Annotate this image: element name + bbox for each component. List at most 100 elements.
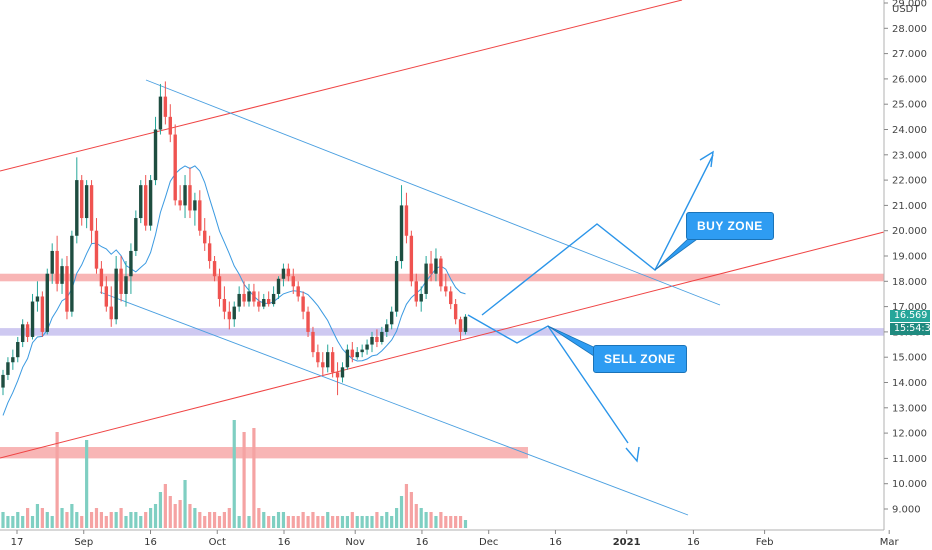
volume-bar: [85, 440, 89, 528]
candle-body: [394, 261, 399, 312]
candle-body: [163, 96, 168, 117]
volume-bar: [203, 516, 207, 528]
volume-bar: [414, 504, 418, 528]
candle-body: [463, 316, 468, 332]
candle-body: [45, 273, 49, 332]
volume-bar: [286, 516, 290, 528]
volume-bar: [1, 512, 5, 528]
volume-bar: [395, 508, 399, 528]
descending-upper-line: [145, 79, 721, 306]
price-tick-label: 20.000: [892, 226, 927, 237]
candle-body: [370, 336, 374, 345]
time-tick-label: Nov: [345, 537, 365, 548]
volume-bar: [276, 512, 281, 528]
candle-body: [89, 185, 94, 231]
candle-body: [380, 331, 384, 343]
volume-bar: [178, 500, 182, 528]
candle-body: [301, 296, 305, 312]
volume-bar: [104, 516, 108, 528]
candle-body: [276, 278, 281, 294]
candle-body: [262, 299, 266, 307]
buy-zone-label: BUY ZONE: [686, 212, 774, 240]
candle-body: [424, 263, 428, 294]
candle-body: [330, 352, 335, 373]
volume-bar: [247, 516, 251, 528]
candle-body: [345, 349, 350, 368]
volume-bar: [262, 512, 266, 528]
bullish-arrowhead: [699, 150, 714, 168]
candle-body: [419, 293, 423, 302]
candle-body: [183, 185, 187, 206]
candle-body: [439, 258, 443, 287]
volume-bar: [129, 512, 133, 528]
price-tick-label: 29.000: [892, 0, 927, 10]
volume-bar: [6, 516, 10, 528]
candle-body: [16, 342, 20, 358]
candle-body: [1, 374, 5, 388]
moving-average: [2, 165, 466, 416]
countdown-tag: 15:54:38: [890, 323, 932, 335]
bearish-arrowhead: [625, 446, 640, 463]
time-tick-label: Feb: [756, 537, 774, 548]
descending-lower-line: [99, 291, 689, 516]
volume-bar: [340, 516, 345, 528]
price-tick-label: 26.000: [892, 74, 927, 85]
volume-bar: [163, 484, 167, 528]
volume-bar: [370, 516, 374, 528]
price-tick-label: 17.000: [892, 302, 927, 313]
time-tick-label: Dec: [479, 537, 498, 548]
volume-bar: [183, 480, 187, 528]
volume-bar: [281, 512, 286, 528]
time-tick-label: Oct: [209, 537, 226, 548]
volume-bar: [144, 512, 148, 528]
volume-bar: [188, 504, 192, 528]
candle-body: [99, 268, 104, 287]
price-tick-label: 10.000: [892, 479, 927, 490]
time-tick-label: 2021: [613, 537, 641, 548]
candle-body: [257, 301, 261, 307]
price-tick-label: 22.000: [892, 176, 927, 187]
volume-bar: [16, 512, 20, 528]
candle-body: [404, 205, 409, 236]
candle-body: [178, 200, 182, 206]
volume-bar: [385, 512, 389, 528]
candle-body: [124, 276, 128, 294]
candle-body: [25, 324, 30, 337]
volume-bar: [434, 516, 438, 528]
volume-bar: [380, 516, 384, 528]
volume-bar: [458, 516, 463, 528]
candle-body: [168, 116, 172, 135]
candle-body: [355, 352, 359, 358]
price-tick-label: 21.000: [892, 201, 927, 212]
time-tick-label: Mar: [880, 537, 900, 548]
candle-body: [222, 299, 227, 312]
volume-bar: [198, 512, 202, 528]
candle-body: [70, 235, 74, 312]
upper-channel-line: [0, 0, 683, 172]
price-axis[interactable]: 29.000 28.000 27.000 26.000 25.000 24.000 23.0…: [883, 0, 932, 550]
candle-body: [296, 286, 300, 297]
volume-bar: [311, 512, 315, 528]
volume-bar: [237, 516, 241, 528]
volume-bars: [1, 420, 468, 528]
volume-bar: [424, 512, 428, 528]
volume-bar: [80, 516, 84, 528]
volume-bar: [355, 516, 359, 528]
volume-bar: [365, 516, 369, 528]
time-axis[interactable]: 17Sep16Oct16Nov16Dec16202116FebMar16Ap: [0, 529, 932, 550]
candle-body: [65, 266, 69, 312]
volume-bar: [222, 512, 226, 528]
candle-body: [94, 230, 99, 269]
time-tick-label: 17: [11, 537, 24, 548]
volume-bar: [99, 512, 103, 528]
candle-body: [252, 291, 256, 302]
ma-line: [2, 165, 466, 416]
candle-body: [321, 362, 325, 368]
volume-bar: [109, 512, 113, 528]
candle-body: [247, 291, 251, 302]
volume-bar: [70, 504, 74, 528]
volume-bar: [404, 484, 409, 528]
candle-body: [444, 286, 448, 292]
volume-bar: [345, 516, 349, 528]
